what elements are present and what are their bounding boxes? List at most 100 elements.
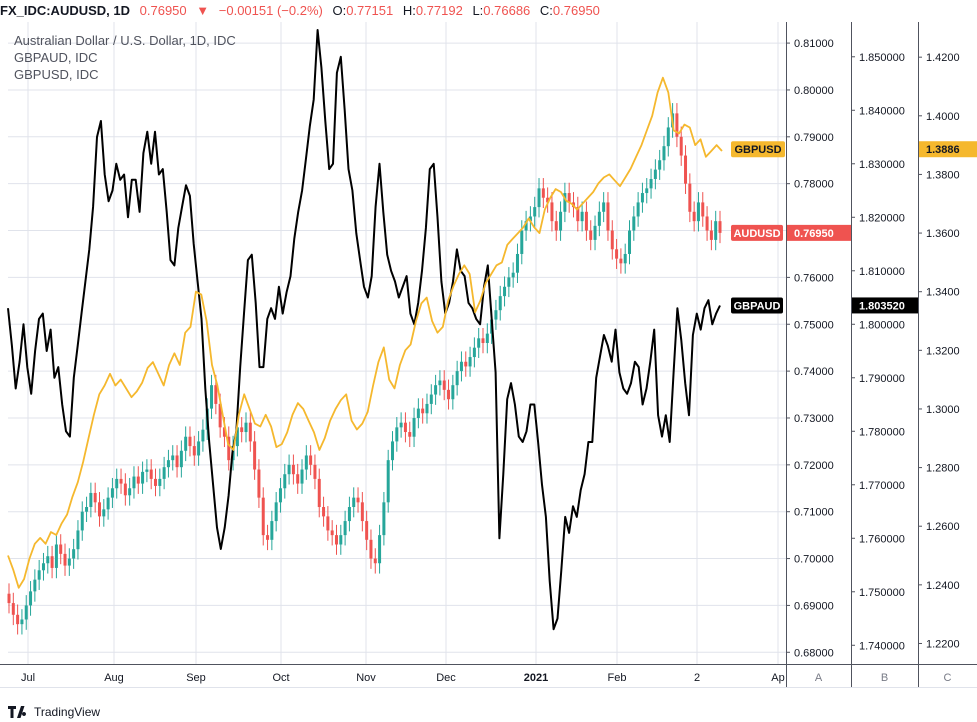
price-labels: GBPUSD 1.3886 AUDUSD 0.76950 GBPAUD 1.803520: [731, 141, 977, 314]
scale-button-b[interactable]: B: [881, 672, 888, 684]
candle-body: [425, 403, 429, 414]
close-label: C:: [539, 3, 553, 18]
time-axis-label: Feb: [608, 672, 627, 684]
axis-tick-label: 1.790000: [859, 373, 905, 385]
candle-body: [158, 478, 162, 486]
candle-body: [313, 464, 317, 479]
series-tag-gbpaud: GBPAUD: [734, 300, 781, 312]
axis-tick-label: 1.3400: [926, 287, 960, 299]
candle-body: [520, 230, 524, 254]
candle-body: [54, 544, 58, 568]
candle-body: [412, 417, 416, 437]
candle-body: [253, 441, 257, 470]
candle-body: [339, 535, 343, 545]
axis-tick-label: 1.3000: [926, 404, 960, 416]
candle-body: [511, 272, 515, 278]
axis-tick-label: 0.71000: [794, 507, 834, 519]
axis-tick-label: 0.70000: [794, 554, 834, 566]
legend-item-gbpusd[interactable]: GBPUSD, IDC: [14, 67, 99, 82]
candle-body: [352, 497, 356, 508]
candle-body: [85, 507, 89, 512]
axis-tick-label: 1.800000: [859, 319, 905, 331]
legend-item-audusd[interactable]: Australian Dollar / U.S. Dollar, 1D, IDC: [14, 33, 236, 48]
candle-body: [416, 408, 420, 418]
candle-body: [507, 277, 511, 287]
candle-body: [701, 202, 705, 217]
candle-body: [666, 127, 670, 147]
candle-body: [97, 502, 101, 517]
candle-body: [283, 474, 287, 489]
price-axis-b: 1.850000 1.840000 1.830000 1.820000 1.810000…: [851, 52, 905, 652]
candle-body: [330, 530, 334, 536]
last-price: 0.76950: [139, 3, 187, 18]
candle-body: [550, 202, 554, 222]
scale-button-a[interactable]: A: [815, 672, 823, 684]
candle-body: [287, 464, 291, 475]
candle-body: [447, 389, 451, 400]
axis-tick-label: 1.830000: [859, 159, 905, 171]
candle-body: [149, 469, 153, 479]
candle-body: [477, 338, 481, 348]
time-axis-label: Jul: [21, 672, 35, 684]
candle-body: [188, 436, 192, 447]
candle-body: [546, 197, 550, 203]
candle-body: [623, 253, 627, 264]
grid: [8, 22, 786, 664]
candle-body: [365, 521, 369, 540]
candle-body: [593, 225, 597, 240]
candle-body: [123, 483, 127, 496]
candle-body: [640, 193, 644, 203]
candle-body: [197, 441, 201, 456]
candle-body: [485, 333, 489, 343]
candle-body: [554, 221, 558, 231]
candle-body: [192, 446, 196, 456]
candle-body: [515, 253, 519, 273]
time-axis-label: 2: [694, 672, 700, 684]
axis-tick-label: 1.2400: [926, 580, 960, 592]
time-axis: Jul Aug Sep Oct Nov Dec 2021 Feb 2 Ap: [21, 672, 785, 684]
high-value: 0.77192: [415, 3, 463, 18]
candle-body: [89, 492, 93, 508]
axis-price-tag-bg: [919, 141, 977, 158]
axis-tick-label: 1.740000: [859, 640, 905, 652]
candle-body: [533, 207, 537, 217]
symbol-label[interactable]: FX_IDC:AUDUSD, 1D: [0, 3, 131, 18]
candle-body: [455, 371, 459, 386]
candle-body: [296, 474, 300, 484]
candle-body: [403, 422, 407, 433]
candle-body: [378, 535, 382, 564]
candle-body: [580, 211, 584, 222]
candle-body: [688, 183, 692, 212]
candle-body: [145, 469, 149, 472]
scale-button-c[interactable]: C: [944, 672, 952, 684]
candle-body: [50, 556, 54, 568]
series-tag-bg: [731, 224, 783, 241]
candle-body: [524, 221, 528, 231]
axis-tick-label: 1.770000: [859, 480, 905, 492]
axis-tick-label: 1.820000: [859, 212, 905, 224]
candle-body: [244, 422, 248, 433]
candle-body: [63, 553, 67, 566]
candle-body: [29, 591, 33, 606]
candle-body: [615, 249, 619, 259]
candle-body: [16, 614, 20, 625]
axis-tick-label: 1.2600: [926, 521, 960, 533]
candle-body: [41, 563, 45, 571]
candle-body: [559, 211, 563, 231]
brand-label[interactable]: TradingView: [34, 705, 101, 719]
chart-legend: Australian Dollar / U.S. Dollar, 1D, IDC…: [14, 32, 236, 83]
candle-body: [102, 509, 106, 517]
candle-body: [714, 221, 718, 240]
time-axis-label: Sep: [186, 672, 206, 684]
candle-body: [606, 202, 610, 231]
candle-body: [528, 216, 532, 222]
axis-tick-label: 0.74000: [794, 366, 834, 378]
candle-body: [218, 403, 222, 428]
time-axis-label: Ap: [771, 672, 784, 684]
candle-body: [459, 361, 463, 372]
legend-item-gbpaud[interactable]: GBPAUD, IDC: [14, 50, 98, 65]
axis-tick-label: 0.68000: [794, 647, 834, 659]
candle-body: [278, 488, 282, 503]
candle-body: [128, 488, 132, 496]
